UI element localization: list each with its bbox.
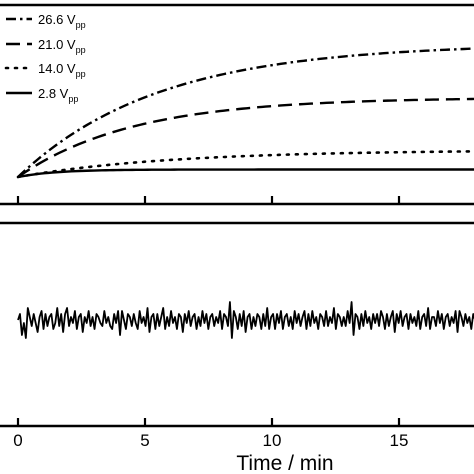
x-tick-labels: 0 5 10 15 [13,431,408,450]
top-panel-ticks [16,196,401,204]
top-panel-series [16,47,474,179]
legend-label-26-6: 26.6 Vpp [38,12,86,30]
bottom-panel: 0 5 10 15 Time / min [0,221,474,474]
x-tick-label: 5 [140,431,149,450]
legend-label-14-0: 14.0 Vpp [38,61,86,79]
series-line-21-0 [17,97,474,178]
series-line-14-0 [16,150,474,179]
x-tick-label: 10 [263,431,282,450]
top-panel: 26.6 Vpp 21.0 Vpp 14.0 Vpp 2.8 Vpp [0,3,474,206]
legend-label-2-8: 2.8 Vpp [38,86,78,104]
x-tick-label: 15 [390,431,409,450]
bottom-panel-ticks [16,418,401,426]
series-line-2-8 [17,168,474,179]
x-tick-label: 0 [13,431,22,450]
legend-label-21-0: 21.0 Vpp [38,37,86,55]
noise-trace [17,301,474,339]
legend: 26.6 Vpp 21.0 Vpp 14.0 Vpp 2.8 Vpp [4,12,86,104]
bottom-panel-series [17,301,474,339]
x-axis-label: Time / min [236,452,333,474]
series-line-26-6 [17,47,474,178]
